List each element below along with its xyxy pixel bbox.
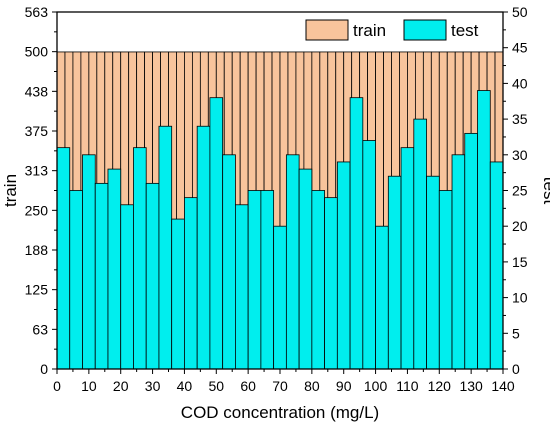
test-bar bbox=[477, 90, 491, 370]
y-right-tick-label: 20 bbox=[512, 218, 528, 234]
test-bar bbox=[69, 190, 83, 370]
test-bar bbox=[82, 154, 96, 370]
legend-label-train: train bbox=[353, 21, 386, 40]
y-right-tick-label: 5 bbox=[512, 325, 520, 341]
x-tick-label: 10 bbox=[81, 378, 97, 394]
test-bar bbox=[298, 168, 313, 370]
test-bar bbox=[387, 175, 402, 370]
test-bar bbox=[438, 190, 453, 370]
test-bars bbox=[56, 90, 504, 370]
test-bar bbox=[184, 197, 198, 370]
test-bar bbox=[120, 204, 134, 370]
y-right-tick-label: 40 bbox=[512, 75, 528, 91]
legend-label-test: test bbox=[451, 21, 479, 40]
test-bar bbox=[489, 161, 504, 370]
test-bar bbox=[349, 97, 364, 370]
y-left-tick-label: 500 bbox=[25, 44, 49, 60]
y-left-tick-label: 63 bbox=[32, 321, 48, 337]
legend-swatch-test bbox=[403, 19, 447, 41]
test-bar bbox=[107, 168, 122, 370]
test-bar bbox=[145, 182, 160, 370]
y-left-tick-label: 438 bbox=[25, 83, 49, 99]
x-tick-label: 50 bbox=[208, 378, 224, 394]
x-axis-label: COD concentration (mg/L) bbox=[181, 403, 379, 422]
x-tick-label: 60 bbox=[240, 378, 256, 394]
y-right-tick-label: 25 bbox=[512, 183, 528, 199]
test-bar bbox=[273, 225, 287, 370]
test-bar bbox=[209, 97, 224, 370]
x-tick-label: 100 bbox=[364, 378, 388, 394]
legend-swatch-train bbox=[305, 19, 349, 41]
test-bar bbox=[56, 147, 71, 370]
y-left-tick-label: 0 bbox=[40, 361, 48, 377]
test-bar bbox=[171, 218, 185, 370]
axes: 0 10 20 30 40 50 60 70 80 90 100 110 120 130 140063125… bbox=[25, 4, 528, 394]
test-bar bbox=[375, 225, 389, 370]
y-right-tick-label: 45 bbox=[512, 40, 528, 56]
test-bar bbox=[451, 154, 466, 370]
test-bar bbox=[247, 190, 262, 370]
x-tick-label: 0 bbox=[53, 378, 61, 394]
test-bar bbox=[234, 204, 249, 370]
x-tick-label: 70 bbox=[272, 378, 288, 394]
y-left-tick-label: 313 bbox=[25, 163, 49, 179]
x-tick-label: 40 bbox=[177, 378, 193, 394]
x-tick-label: 90 bbox=[336, 378, 352, 394]
test-bar bbox=[362, 140, 376, 370]
test-bar bbox=[336, 161, 351, 370]
y-right-tick-label: 50 bbox=[512, 4, 528, 20]
test-bar bbox=[311, 190, 326, 370]
test-bar bbox=[285, 154, 300, 370]
test-bar bbox=[196, 125, 211, 370]
y-left-tick-label: 188 bbox=[25, 242, 49, 258]
x-tick-label: 20 bbox=[113, 378, 129, 394]
test-bar bbox=[260, 190, 275, 370]
y-left-tick-label: 563 bbox=[25, 4, 49, 20]
test-bar bbox=[464, 132, 478, 370]
y-right-tick-label: 15 bbox=[512, 254, 528, 270]
test-bar bbox=[324, 197, 338, 370]
legend: train test bbox=[305, 19, 479, 41]
test-bar bbox=[222, 154, 236, 370]
y-axis-right-label: test bbox=[540, 177, 550, 205]
x-tick-label: 80 bbox=[304, 378, 320, 394]
y-right-tick-label: 35 bbox=[512, 111, 528, 127]
x-tick-label: 120 bbox=[428, 378, 452, 394]
test-bar bbox=[94, 182, 109, 370]
y-left-tick-label: 250 bbox=[25, 202, 49, 218]
test-bar bbox=[426, 175, 440, 370]
y-right-tick-label: 0 bbox=[512, 361, 520, 377]
test-bar bbox=[133, 147, 147, 370]
y-left-tick-label: 125 bbox=[25, 282, 49, 298]
y-left-tick-label: 375 bbox=[25, 123, 49, 139]
test-bar bbox=[158, 125, 173, 370]
test-bar bbox=[400, 147, 415, 370]
y-right-tick-label: 30 bbox=[512, 147, 528, 163]
y-axis-left-label: train bbox=[1, 174, 20, 207]
x-tick-label: 110 bbox=[396, 378, 419, 394]
x-tick-label: 30 bbox=[145, 378, 161, 394]
y-right-tick-label: 10 bbox=[512, 290, 528, 306]
x-tick-label: 140 bbox=[491, 378, 515, 394]
test-bar bbox=[413, 118, 427, 370]
x-tick-label: 130 bbox=[459, 378, 483, 394]
